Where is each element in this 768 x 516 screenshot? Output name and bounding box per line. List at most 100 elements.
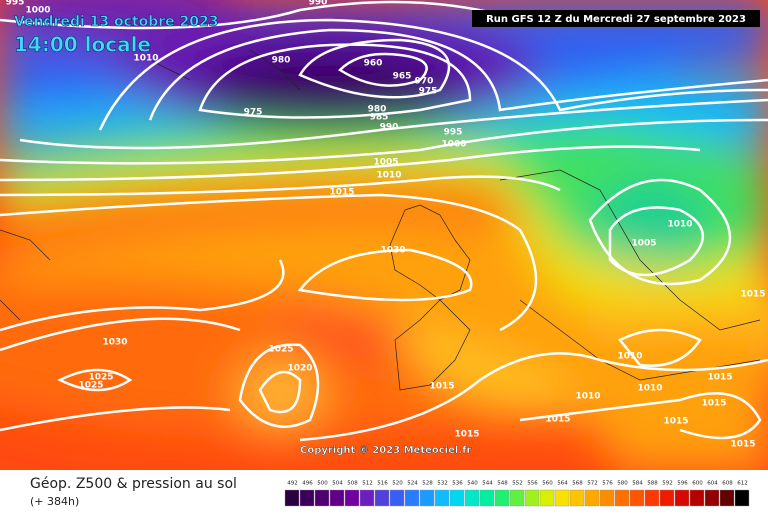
scale-swatch [659, 489, 675, 507]
scale-label: 532 [437, 481, 448, 487]
scale-swatch [599, 489, 615, 507]
scale-label: 496 [302, 481, 313, 487]
scale-swatch [524, 489, 540, 507]
isobar-label: 1010 [617, 352, 642, 362]
isobar-label: 1005 [373, 158, 398, 168]
date: Vendredi 13 octobre 2023 [14, 14, 219, 30]
scale-swatch [569, 489, 585, 507]
scale-label: 604 [707, 481, 718, 487]
isobar-label: 1000 [441, 140, 466, 150]
run-info: Run GFS 12 Z du Mercredi 27 septembre 20… [486, 14, 746, 25]
isobar-label: 1000 [25, 6, 50, 16]
scale-label: 492 [287, 481, 298, 487]
isobar-label: 995 [444, 128, 463, 138]
copyright: Copyright © 2023 Meteociel.fr [300, 445, 471, 456]
scale-label: 548 [497, 481, 508, 487]
scale-label: 540 [467, 481, 478, 487]
geopotential-field [0, 0, 768, 470]
scale-label: 512 [362, 481, 373, 487]
isobar-label: 1010 [575, 392, 600, 402]
scale-swatch [614, 489, 630, 507]
scale-swatch [554, 489, 570, 507]
isobar-label: 1010 [133, 54, 158, 64]
isobar-label: 985 [370, 113, 389, 123]
scale-swatch [629, 489, 645, 507]
scale-label: 544 [482, 481, 493, 487]
isobar-label: 990 [380, 123, 399, 133]
isobar-label: 1005 [631, 239, 656, 249]
isobar-label: 1025 [88, 373, 113, 383]
isobar-label: 1015 [701, 399, 726, 409]
scale-label: 588 [647, 481, 658, 487]
scale-label: 596 [677, 481, 688, 487]
isobar-label: 965 [393, 72, 412, 82]
scale-label: 508 [347, 481, 358, 487]
scale-swatch [374, 489, 390, 507]
time: 14:00 locale [14, 33, 151, 57]
scale-label: 568 [572, 481, 583, 487]
isobar-label: 980 [368, 105, 387, 115]
isobar-label: 970 [415, 77, 434, 87]
scale-swatch [299, 489, 315, 507]
scale-swatch [674, 489, 690, 507]
isobar-label: 980 [272, 56, 291, 66]
isobars [0, 0, 768, 442]
isobar-label: 975 [419, 87, 438, 97]
isobar-label: 1015 [545, 415, 570, 425]
isobar-label: 1030 [102, 338, 127, 348]
scale-swatch [644, 489, 660, 507]
scale-label: 564 [557, 481, 568, 487]
isobar-label: 1030 [380, 246, 405, 256]
scale-label: 524 [407, 481, 418, 487]
scale-label: 500 [317, 481, 328, 487]
isobar-label: 960 [364, 59, 383, 69]
isobar-label: 975 [244, 108, 263, 118]
scale-label: 584 [632, 481, 643, 487]
scale-swatch [344, 489, 360, 507]
scale-label: 572 [587, 481, 598, 487]
scale-label: 576 [602, 481, 613, 487]
isobar-label: 1020 [287, 364, 312, 374]
scale-swatch [704, 489, 720, 507]
scale-swatch [314, 489, 330, 507]
run-box [472, 10, 760, 27]
scale-label: 552 [512, 481, 523, 487]
isobar-label: 1010 [637, 384, 662, 394]
scale-swatch [719, 489, 735, 507]
scale-swatch [584, 489, 600, 507]
scale-label: 528 [422, 481, 433, 487]
scale-label: 560 [542, 481, 553, 487]
scale-swatch [359, 489, 375, 507]
isobar-label: 990 [309, 0, 328, 8]
isobar-label: 1025 [78, 381, 103, 391]
scale-swatch [389, 489, 405, 507]
isobar-label: 1015 [663, 417, 688, 427]
scale-swatch [284, 489, 300, 507]
scale-label: 516 [377, 481, 388, 487]
scale-label: 612 [737, 481, 748, 487]
scale-swatch [479, 489, 495, 507]
isobar-label: 1015 [740, 290, 765, 300]
scale-label: 536 [452, 481, 463, 487]
isobar-label: 995 [6, 0, 25, 8]
isobar-label: 1010 [667, 220, 692, 230]
scale-swatch [734, 489, 750, 507]
isobar-label: 1015 [730, 440, 755, 450]
isobar-label: 1025 [268, 345, 293, 355]
isobar-label: 1015 [707, 373, 732, 383]
scale-label: 580 [617, 481, 628, 487]
scale-swatch [404, 489, 420, 507]
scale-label: 556 [527, 481, 538, 487]
scale-swatch [689, 489, 705, 507]
isobar-label: 1015 [329, 188, 354, 198]
scale-swatch [494, 489, 510, 507]
isobar-label: 1010 [376, 171, 401, 181]
scale-swatch [539, 489, 555, 507]
scale-label: 600 [692, 481, 703, 487]
isobar-label: 1015 [429, 382, 454, 392]
scale-swatch [329, 489, 345, 507]
scale-swatch [464, 489, 480, 507]
scale-label: 592 [662, 481, 673, 487]
scale-swatch [509, 489, 525, 507]
